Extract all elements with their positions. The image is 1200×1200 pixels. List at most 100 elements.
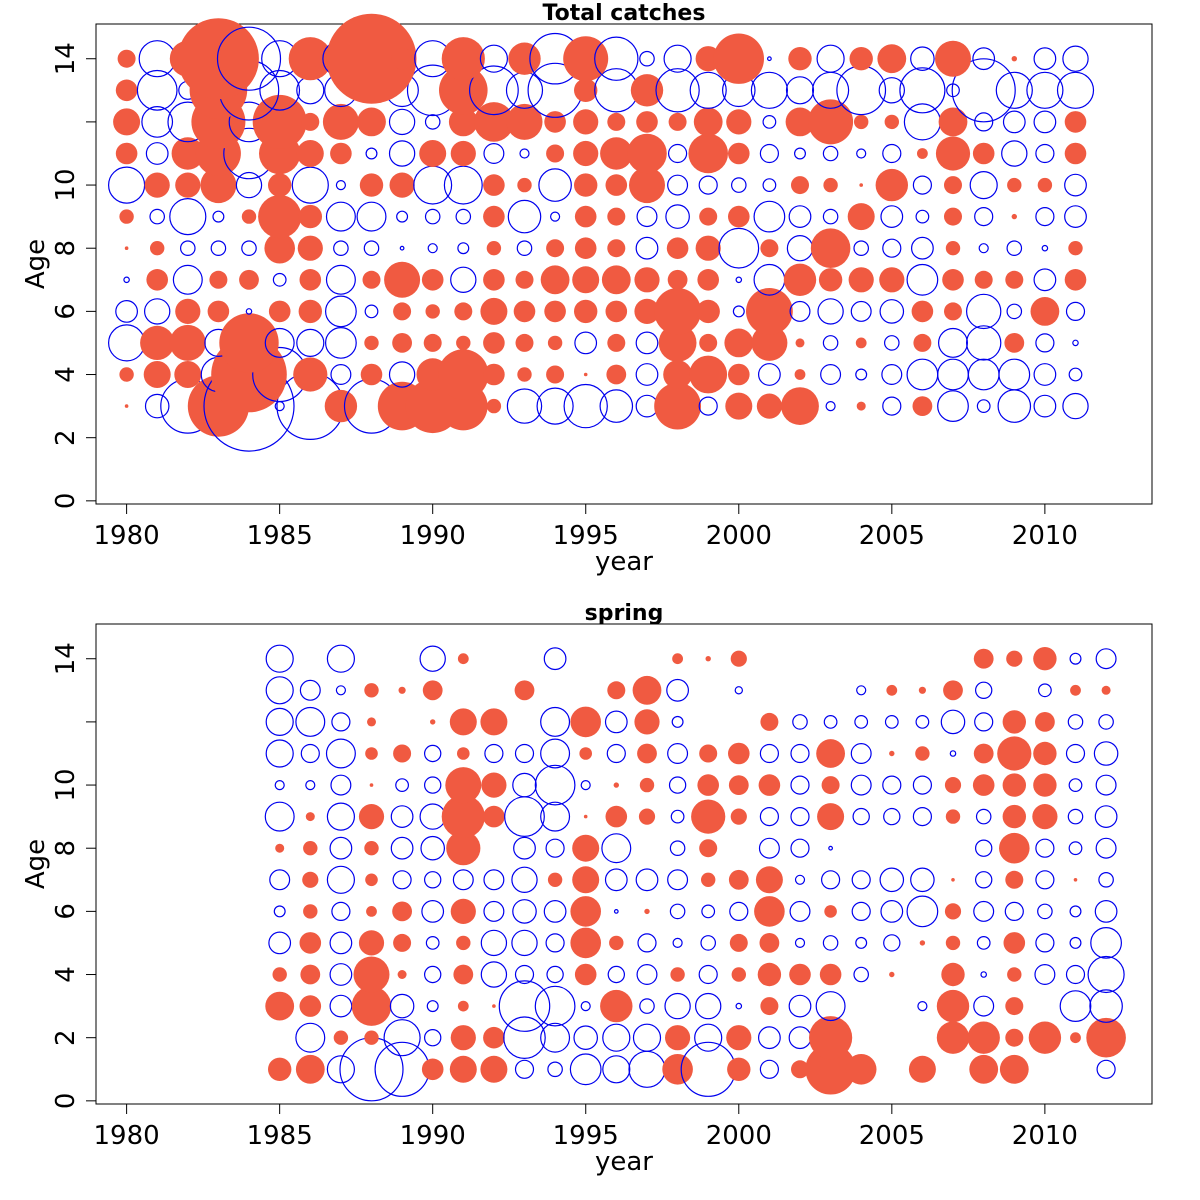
bubble-negative [563,383,608,429]
bubble-negative [853,240,869,256]
bubble-negative [1033,363,1057,386]
bubble-negative [484,743,504,764]
bubble-negative [1069,905,1082,918]
x-axis-label: year [595,1147,653,1177]
bubble-positive [483,205,505,228]
bubble-negative [793,147,806,160]
bubble-positive [695,235,721,261]
bubble-positive [358,930,385,956]
bubble-positive [359,173,384,197]
bubble-positive [573,109,599,135]
bubble-negative [879,867,905,893]
y-tick-label: 10 [51,169,81,202]
bubble-negative [545,933,565,953]
bubble-negative [975,808,992,825]
bubble-positive [393,933,412,952]
bubble-negative [940,709,966,735]
y-tick-label: 8 [51,240,81,257]
bubble-positive [1086,1017,1126,1058]
bubble-negative [655,68,700,113]
bubble-negative [917,1000,928,1012]
bubble-negative [666,678,689,702]
bubble-negative [511,866,538,894]
bubble-positive [175,298,201,324]
bubble-negative [331,712,351,732]
bubble-negative [180,240,196,256]
bubble-negative [1087,955,1125,994]
bubble-positive [457,747,470,760]
bubble-positive [672,653,683,665]
bubble-negative [602,1055,631,1084]
bubble-negative [326,644,355,673]
bubble-positive [886,684,898,696]
bubble-positive [492,1004,496,1008]
bubble-positive [389,172,415,198]
bubble-negative [607,965,626,984]
bubble-positive [607,681,626,700]
bubble-positive [457,1000,469,1012]
bubble-negative [850,742,872,764]
bubble-negative [424,1028,442,1047]
bubble-negative [906,263,939,296]
bubble-positive [634,298,660,324]
bubble-positive [693,107,723,137]
bubble-positive [272,967,287,982]
bubble-positive [942,269,964,291]
bubble-positive [945,809,961,824]
bubble-positive [1101,685,1111,695]
bubble-negative [480,961,508,988]
bubble-positive [849,47,873,71]
bubble-positive [638,808,656,825]
bubble-positive [918,686,927,694]
bubble-negative [1002,110,1026,134]
panel-total-catches: Total catches 1980 1985 1990 1995 2000 2005 20… [21,1,1153,577]
bubble-positive [788,47,812,71]
bubble-positive [508,42,541,75]
bubble-negative [701,904,716,919]
bubble-positive [438,349,489,400]
bubble-positive [140,325,175,360]
bubble-positive [364,841,379,856]
bubble-negative [906,895,939,928]
bubble-negative [730,177,747,193]
bubble-negative [1059,990,1092,1022]
bubble-positive [297,235,323,261]
bubble-negative [852,807,870,826]
bubble-positive [124,246,129,250]
bubble-negative [540,801,571,832]
bubble-negative [388,140,416,167]
bubble-negative [758,363,781,386]
bubble-negative [259,69,301,111]
bubble-negative [1056,71,1095,109]
bubble-negative [1095,837,1117,859]
bubble-negative [949,750,957,757]
bubble-negative [1033,268,1057,292]
bubble-negative [390,836,414,860]
bubble-positive [150,241,165,256]
bubble-negative [365,147,378,160]
bubble-negative [912,175,933,195]
bubble-positive [264,232,296,264]
bubble-negative [794,937,806,949]
bubble-positive [1070,684,1081,696]
bubble-positive [889,971,895,978]
bubble-negative [910,46,935,71]
bubble-positive [241,209,257,224]
y-tick-label: 14 [51,42,81,75]
bubble-negative [335,180,346,191]
bubble-negative [1065,743,1086,764]
bubble-negative [172,264,203,295]
bubble-negative [1064,173,1087,197]
bubble-positive [421,269,444,291]
bubble-negative [883,335,900,351]
bubble-positive [547,872,563,887]
bubble-positive [441,37,485,81]
bubble-positive [699,839,718,858]
bubble-negative [424,776,442,794]
bubble-positive [326,13,417,104]
bubble-positive [1037,177,1053,193]
bubble-negative [1067,808,1084,825]
bubble-positive [859,183,863,187]
bubble-positive [1073,878,1078,882]
bubble-negative [329,931,353,955]
